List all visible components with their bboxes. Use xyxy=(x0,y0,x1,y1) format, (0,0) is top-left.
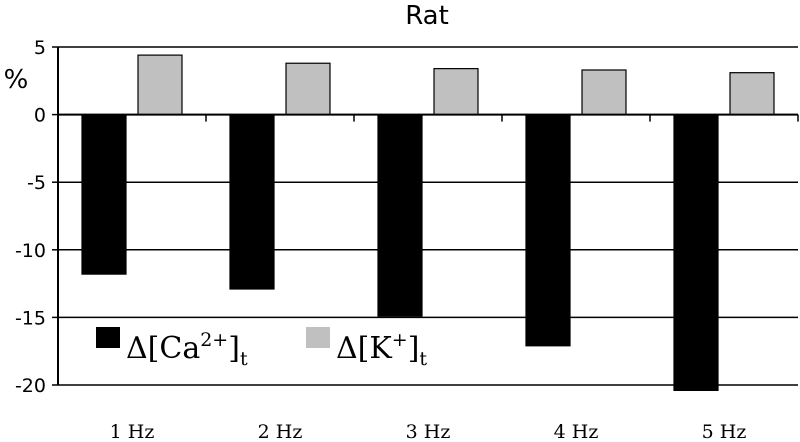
y-tick-label: -20 xyxy=(15,375,46,397)
legend-label-ca: Δ[Ca2+]t xyxy=(126,329,248,370)
x-tick-labels: 1 Hz 2 Hz 3 Hz 4 Hz 5 Hz xyxy=(110,421,747,442)
y-tick-labels: 5 0 -5 -10 -15 -20 xyxy=(15,37,46,397)
y-axis-unit-label: % xyxy=(4,65,29,95)
bar-k-4 xyxy=(581,69,627,116)
y-tick-label: -5 xyxy=(27,172,46,194)
y-tick-label: -10 xyxy=(15,240,46,262)
bars xyxy=(81,54,775,392)
bar-k-3 xyxy=(433,68,479,116)
y-tick-label: 0 xyxy=(34,105,46,127)
bar-ca-3 xyxy=(377,113,423,317)
x-tick-label: 4 Hz xyxy=(554,421,599,442)
bar-k-1 xyxy=(137,54,183,116)
bar-ca-5 xyxy=(673,113,719,392)
x-tick-label: 2 Hz xyxy=(258,421,303,442)
bar-ca-1 xyxy=(81,113,127,275)
y-tick-label: -15 xyxy=(15,307,46,329)
bar-ca-2 xyxy=(229,113,275,290)
axes xyxy=(57,47,799,385)
x-tick-label: 3 Hz xyxy=(406,421,451,442)
legend-swatch-k xyxy=(306,327,330,348)
legend-swatch-ca xyxy=(96,327,120,348)
y-tick-label: 5 xyxy=(34,37,46,59)
chart-title: Rat xyxy=(405,1,449,31)
x-tick-label: 1 Hz xyxy=(110,421,155,442)
x-tick-label: 5 Hz xyxy=(702,421,747,442)
bar-k-5 xyxy=(729,72,775,116)
bar-k-2 xyxy=(285,62,331,116)
legend: Δ[Ca2+]t Δ[K+]t xyxy=(96,327,427,370)
bar-ca-4 xyxy=(525,113,571,347)
legend-label-k: Δ[K+]t xyxy=(336,329,427,370)
